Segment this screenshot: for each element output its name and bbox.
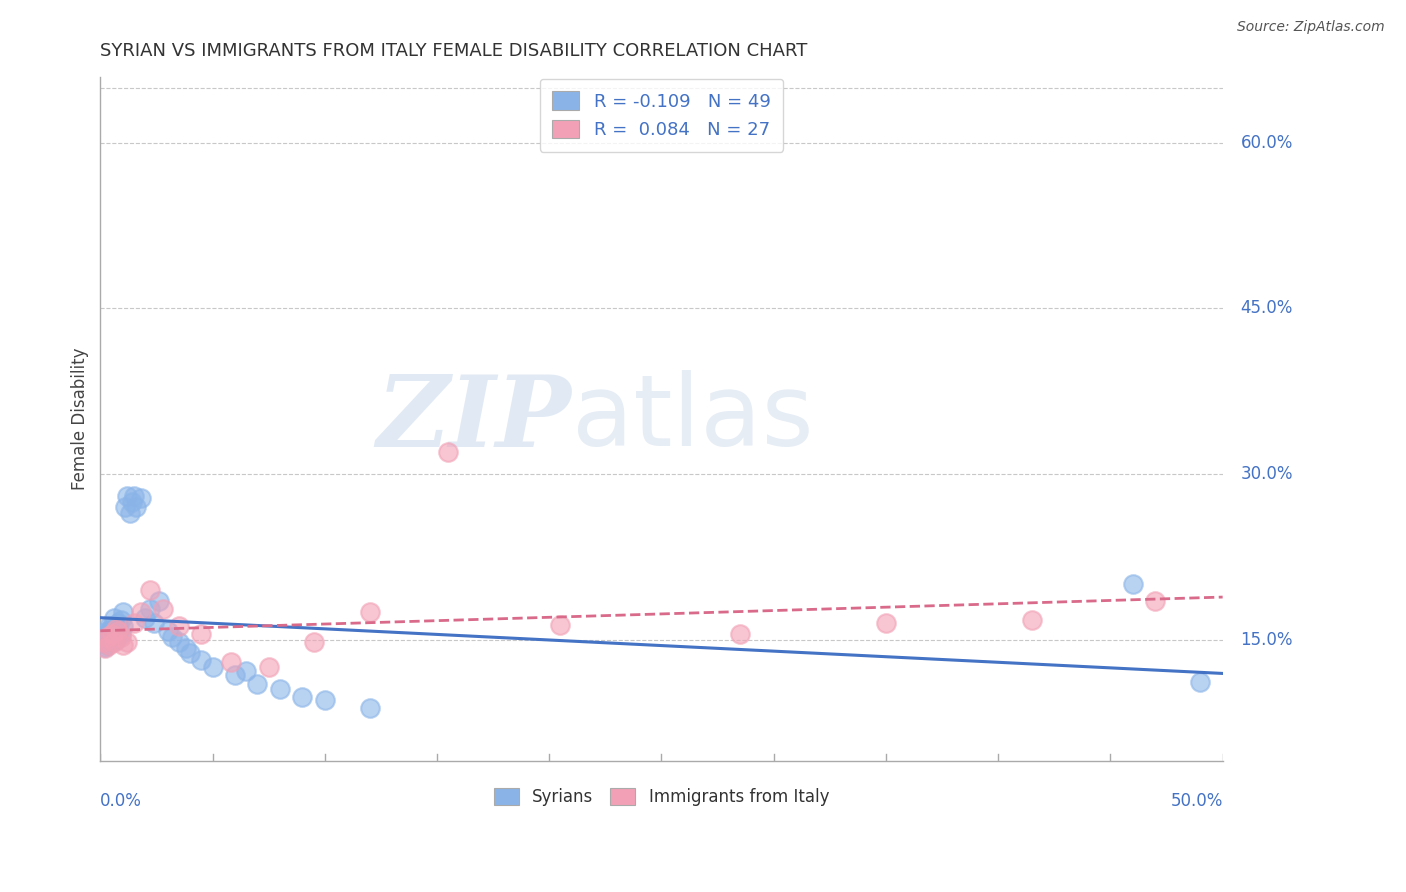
Point (359, 605, 381, 619)
Point (107, 624, 129, 638)
Point (100, 635, 122, 649)
Point (100, 627, 122, 641)
Point (94, 631, 117, 645)
Point (167, 635, 190, 649)
Point (98, 632, 121, 647)
Point (269, 682, 291, 697)
Point (105, 622, 128, 636)
Point (174, 641, 197, 656)
Point (105, 632, 128, 647)
Point (111, 619, 134, 633)
Point (122, 616, 145, 631)
Text: 15.0%: 15.0% (1240, 631, 1294, 648)
Point (152, 601, 174, 615)
Point (235, 664, 257, 678)
Point (1122, 577, 1144, 591)
Point (219, 655, 242, 669)
Point (148, 594, 170, 608)
Text: Source: ZipAtlas.com: Source: ZipAtlas.com (1237, 20, 1385, 34)
Point (359, 701, 381, 715)
Text: SYRIAN VS IMMIGRANTS FROM ITALY FEMALE DISABILITY CORRELATION CHART: SYRIAN VS IMMIGRANTS FROM ITALY FEMALE D… (100, 42, 807, 60)
Point (91, 635, 114, 649)
Point (143, 616, 166, 631)
Point (100, 619, 122, 633)
Point (107, 627, 129, 641)
Text: ZIP: ZIP (377, 370, 572, 467)
Point (138, 601, 160, 615)
Point (110, 613, 132, 627)
Point (1189, 674, 1212, 689)
Point (1021, 613, 1043, 627)
Point (314, 693, 336, 707)
Point (156, 624, 179, 638)
Point (103, 635, 125, 649)
Point (96, 627, 118, 641)
Point (96, 624, 118, 638)
Text: 0.0%: 0.0% (100, 792, 142, 810)
Point (437, 445, 460, 459)
Point (190, 627, 212, 641)
Point (246, 677, 269, 691)
Point (201, 660, 224, 674)
Point (728, 627, 751, 641)
Point (96, 638, 118, 652)
Point (190, 652, 212, 666)
Point (138, 582, 160, 597)
Point (129, 605, 152, 619)
Point (134, 610, 156, 624)
Point (167, 619, 190, 633)
Point (98, 638, 121, 652)
Point (1144, 594, 1167, 608)
Point (160, 631, 183, 645)
Point (114, 500, 136, 515)
Point (94, 641, 117, 656)
Point (105, 622, 128, 636)
Point (91, 635, 114, 649)
Point (224, 668, 246, 682)
Point (107, 616, 129, 631)
Legend: Syrians, Immigrants from Italy: Syrians, Immigrants from Italy (485, 780, 838, 814)
Point (117, 635, 139, 649)
Point (111, 605, 134, 619)
Point (291, 690, 314, 704)
Text: 30.0%: 30.0% (1240, 465, 1294, 483)
Point (179, 646, 201, 660)
Point (110, 631, 132, 645)
Point (129, 491, 152, 506)
Point (98, 624, 121, 638)
Point (125, 500, 148, 515)
Point (121, 494, 143, 508)
Point (96, 631, 118, 645)
Point (302, 635, 325, 649)
Point (117, 489, 139, 503)
Point (110, 627, 132, 641)
Point (103, 610, 125, 624)
Text: atlas: atlas (572, 370, 813, 467)
Point (94, 640, 117, 655)
Point (111, 638, 134, 652)
Point (103, 627, 125, 641)
Text: 60.0%: 60.0% (1240, 134, 1294, 152)
Text: 50.0%: 50.0% (1170, 792, 1223, 810)
Point (122, 489, 145, 503)
Point (875, 616, 897, 631)
Point (257, 660, 280, 674)
Y-axis label: Female Disability: Female Disability (72, 348, 89, 490)
Point (118, 506, 141, 520)
Point (98, 619, 121, 633)
Point (100, 627, 122, 641)
Point (550, 618, 572, 632)
Text: 45.0%: 45.0% (1240, 300, 1294, 318)
